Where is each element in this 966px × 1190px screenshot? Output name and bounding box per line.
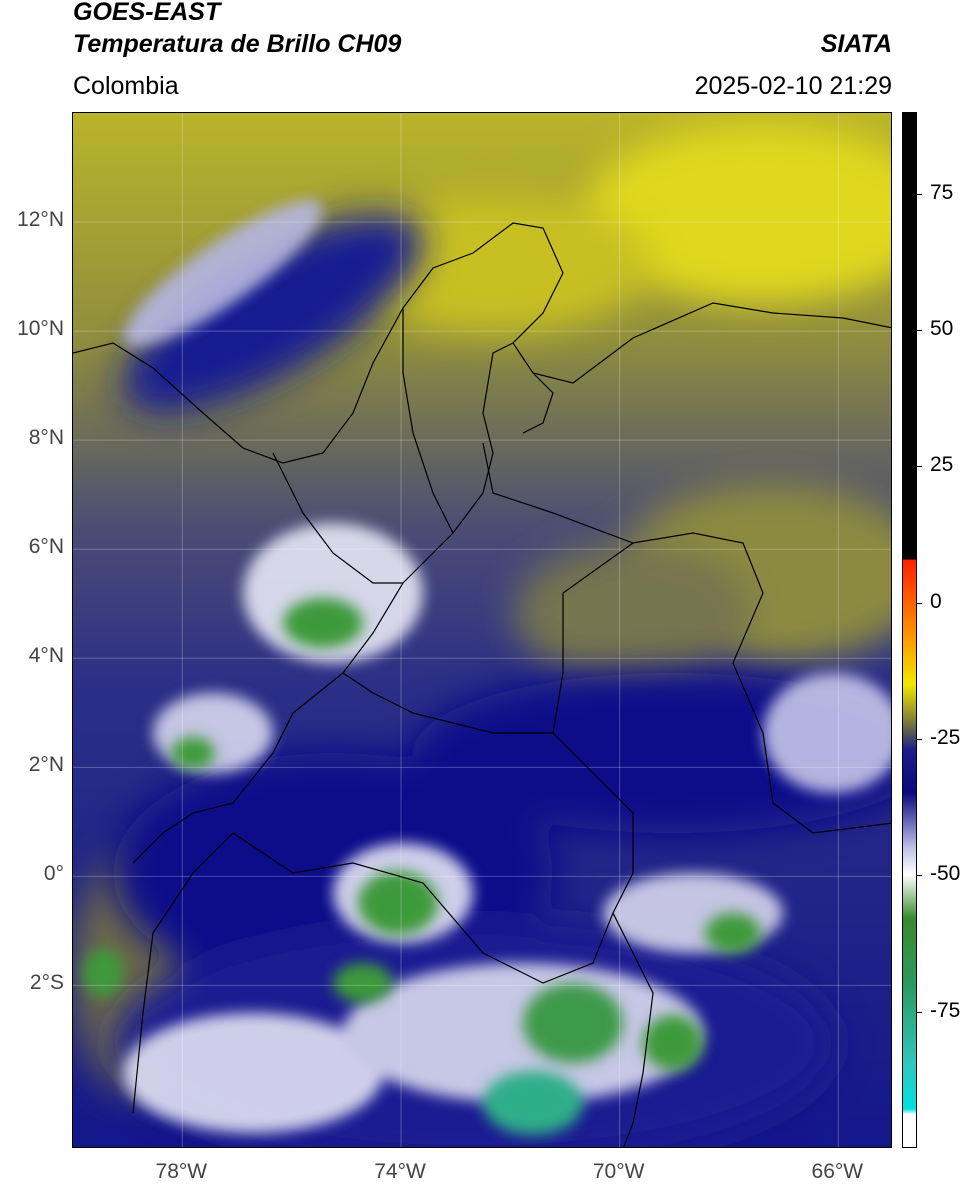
colorbar-tick-mark — [917, 193, 922, 195]
border-venezuela — [482, 442, 891, 834]
satellite-map — [72, 112, 892, 1148]
colorbar-tick-mark — [917, 1011, 922, 1013]
colorbar-tick-mark — [917, 739, 922, 741]
timestamp: 2025-02-10 21:29 — [694, 72, 892, 100]
colorbar-tick-label: -25 — [930, 726, 961, 750]
colorbar — [902, 112, 917, 1148]
colorbar-tick-label: 75 — [930, 180, 954, 204]
colorbar-tick-label: 50 — [930, 317, 954, 341]
lat-tick-label: 10°N — [17, 317, 64, 341]
lon-tick-label: 74°W — [374, 1160, 426, 1183]
lat-tick-label: 2°N — [28, 753, 64, 777]
coastline-pacific — [132, 342, 514, 864]
graticule — [73, 113, 891, 1147]
lat-tick-label: 2°S — [29, 971, 64, 995]
colorbar-tick-label: -50 — [930, 862, 961, 886]
borders — [73, 222, 891, 1147]
brand-label: SIATA — [820, 30, 892, 58]
lat-tick-label: 8°N — [28, 426, 64, 450]
colorbar-tick-label: -75 — [930, 998, 961, 1022]
title-satellite: GOES-EAST — [73, 0, 221, 26]
colorbar-tick-mark — [917, 602, 922, 604]
lon-tick-label: 70°W — [592, 1160, 645, 1183]
map-canvas — [73, 113, 891, 1147]
lat-tick-label: 4°N — [28, 644, 64, 668]
lat-tick-label: 6°N — [28, 535, 64, 559]
lat-tick-label: 12°N — [17, 208, 64, 232]
border-ecuador-peru — [132, 832, 234, 1114]
dept-borders-a — [272, 452, 403, 584]
lon-tick-label: 66°W — [811, 1160, 864, 1183]
lat-tick-label: 0° — [43, 862, 64, 886]
dept-borders-c — [342, 672, 553, 734]
green-cores — [83, 598, 761, 1135]
title-product: Temperatura de Brillo CH09 — [73, 30, 402, 58]
subtitle-region: Colombia — [73, 72, 179, 100]
colorbar-tick-mark — [917, 466, 922, 468]
coastline-caribbean — [73, 222, 891, 464]
colorbar-tick-label: 0 — [930, 589, 942, 613]
dept-borders-b — [402, 308, 454, 534]
lake-maracaibo — [522, 372, 554, 434]
colorbar-tick-mark — [917, 875, 922, 877]
border-peru-brazil — [612, 912, 654, 1147]
lon-tick-label: 78°W — [155, 1160, 208, 1183]
colorbar-tick-mark — [917, 330, 922, 332]
colorbar-tick-label: 25 — [930, 453, 954, 477]
